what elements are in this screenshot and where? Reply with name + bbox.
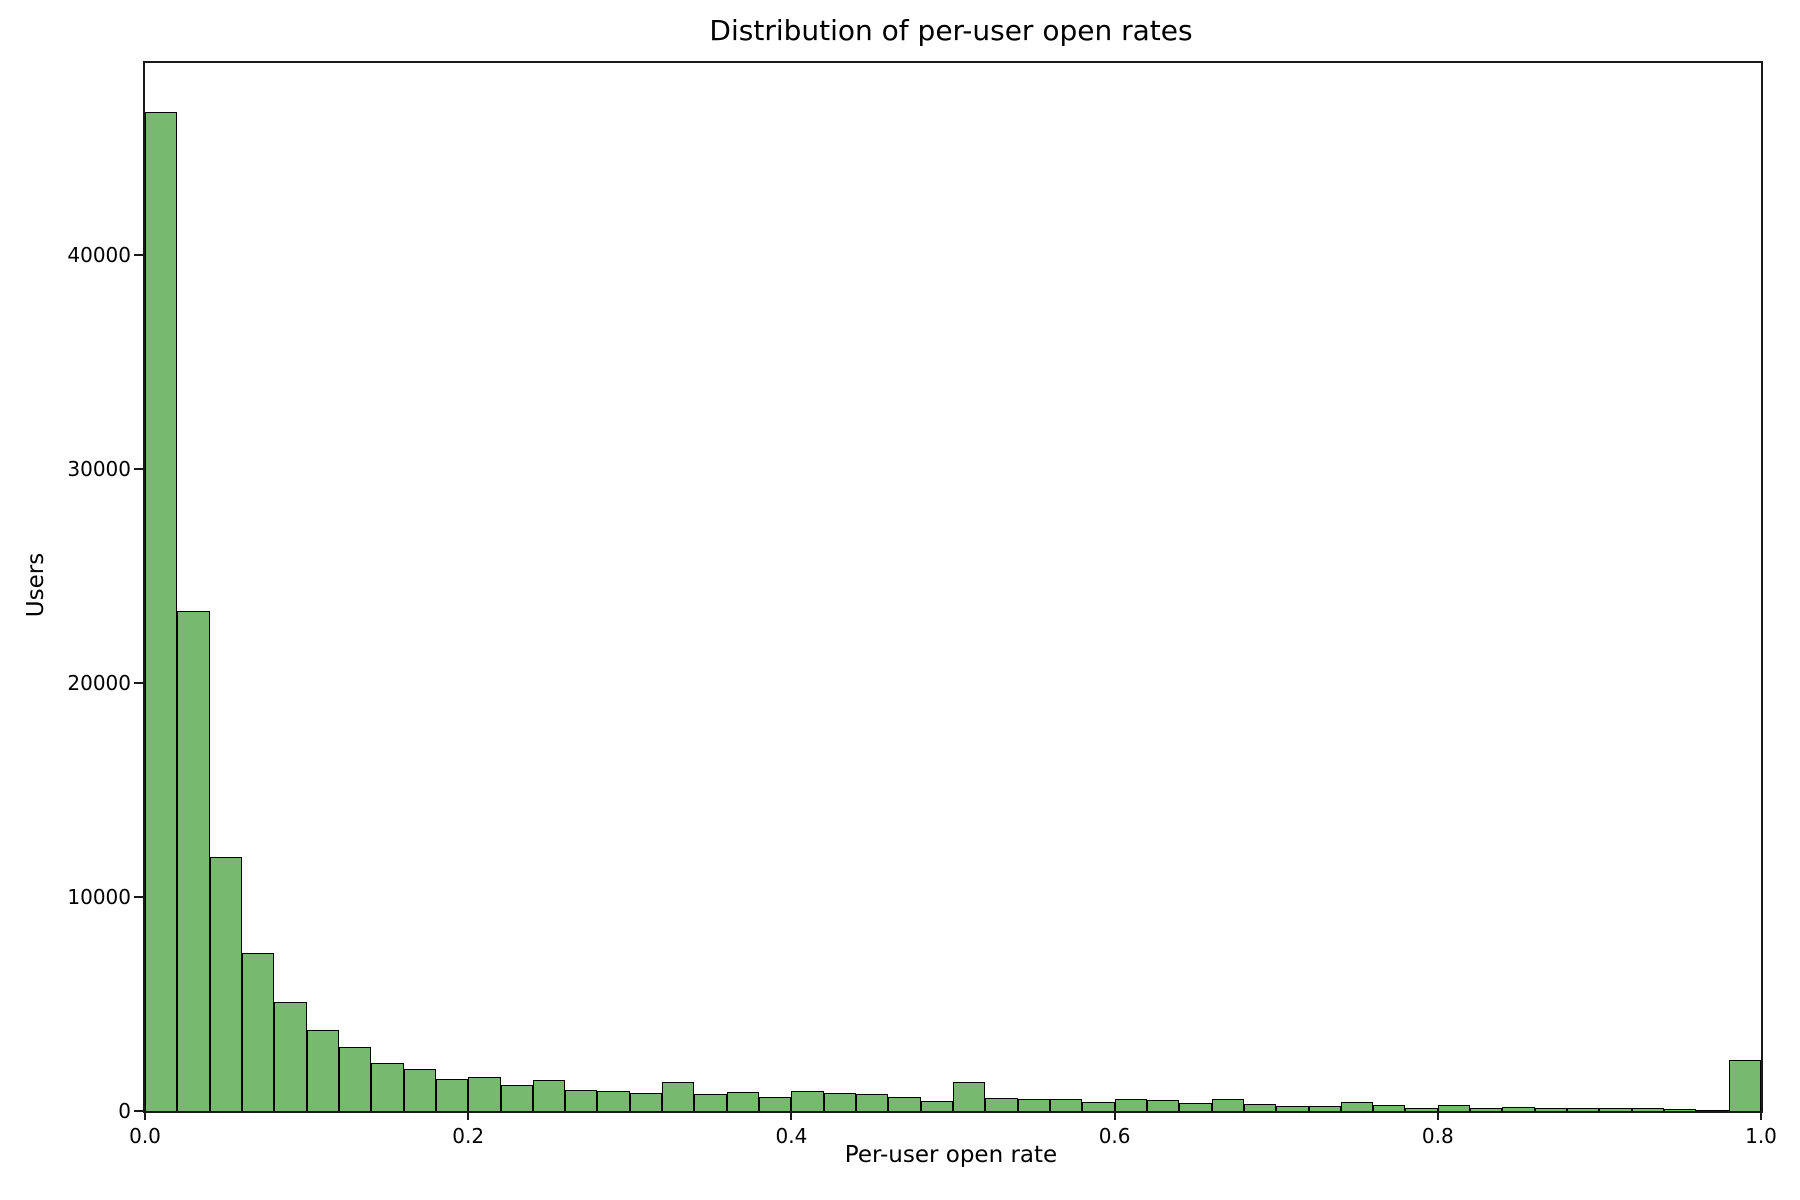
- histogram-bar: [1470, 1108, 1503, 1111]
- histogram-bar: [1728, 1060, 1761, 1111]
- histogram-bar: [1211, 1099, 1244, 1111]
- y-axis-tick: [134, 468, 143, 471]
- histogram-bar: [145, 112, 178, 1111]
- y-axis-tick: [134, 254, 143, 257]
- histogram-bar: [1631, 1108, 1665, 1111]
- histogram-bar: [1017, 1099, 1050, 1111]
- histogram-bar: [759, 1097, 792, 1111]
- histogram-bar: [1664, 1108, 1697, 1111]
- chart-title: Distribution of per-user open rates: [709, 14, 1193, 47]
- y-axis-tick: [134, 896, 143, 899]
- y-axis-tick-label: 0: [118, 1099, 131, 1123]
- x-axis-tick-label: 0.8: [1421, 1124, 1454, 1148]
- histogram-bar: [856, 1094, 889, 1111]
- histogram-bar: [1696, 1109, 1729, 1111]
- histogram-bar: [177, 610, 210, 1111]
- x-axis-tick: [790, 1111, 793, 1120]
- histogram-bar: [823, 1092, 857, 1111]
- x-axis-tick-label: 0.0: [129, 1124, 161, 1148]
- histogram-bar: [468, 1076, 501, 1111]
- y-axis-label: Users: [23, 552, 49, 618]
- histogram-bar: [565, 1089, 598, 1111]
- histogram-bar: [274, 1001, 307, 1111]
- histogram-bar: [1437, 1105, 1471, 1111]
- histogram-bar: [1146, 1099, 1180, 1111]
- histogram-bar: [1243, 1104, 1277, 1111]
- x-axis-tick: [144, 1111, 146, 1120]
- histogram-bar: [953, 1082, 986, 1111]
- histogram-bar: [532, 1080, 566, 1111]
- histogram-bar: [888, 1097, 921, 1111]
- histogram-bar: [306, 1029, 339, 1111]
- histogram-bar: [791, 1090, 824, 1111]
- histogram-bar: [662, 1081, 695, 1111]
- histogram-bar: [241, 952, 275, 1111]
- histogram-bar: [1567, 1108, 1600, 1111]
- histogram-bar: [1405, 1107, 1438, 1111]
- histogram-bar: [371, 1062, 404, 1111]
- y-axis-tick-label: 20000: [67, 671, 131, 696]
- y-axis-tick-label: 10000: [67, 885, 131, 910]
- histogram-bar: [1340, 1102, 1374, 1111]
- y-axis-tick-label: 30000: [67, 457, 131, 482]
- histogram-bar: [500, 1085, 533, 1111]
- y-axis-tick-label: 40000: [67, 243, 131, 268]
- x-axis-tick-label: 0.6: [1098, 1124, 1131, 1148]
- histogram-bar: [338, 1046, 372, 1111]
- histogram-bar: [629, 1092, 663, 1111]
- y-axis-tick: [134, 682, 143, 685]
- x-axis-tick: [1436, 1111, 1439, 1120]
- histogram-bar: [1276, 1105, 1309, 1111]
- histogram-bar: [435, 1078, 469, 1111]
- x-axis-label: Per-user open rate: [844, 1142, 1058, 1168]
- histogram-bar: [1308, 1105, 1341, 1111]
- histogram-bar: [1373, 1104, 1406, 1111]
- x-axis-tick-label: 0.2: [452, 1124, 485, 1148]
- histogram-bar: [1534, 1108, 1568, 1111]
- plot-area: 0.0 0.2 0.4 0.6 0.8 1.0 0 10000 20000 30000 40000: [67, 61, 1777, 1148]
- histogram-bar: [1502, 1106, 1535, 1111]
- histogram-bar: [1179, 1103, 1212, 1111]
- histogram-bar: [920, 1101, 953, 1111]
- histogram-bar: [597, 1090, 630, 1111]
- y-axis-tick: [134, 1110, 143, 1112]
- histogram-bar: [209, 856, 242, 1111]
- histogram-bar: [985, 1097, 1018, 1111]
- x-axis-tick-label: 1.0: [1745, 1124, 1777, 1148]
- histogram-bar: [1599, 1108, 1632, 1111]
- histogram-bar: [1049, 1099, 1083, 1111]
- histogram-bar: [1082, 1102, 1115, 1111]
- x-axis-tick: [1760, 1111, 1762, 1120]
- histogram-bar: [726, 1092, 760, 1111]
- x-axis-tick: [467, 1111, 470, 1120]
- histogram-bar: [694, 1094, 727, 1111]
- histogram-bar: [1114, 1098, 1147, 1111]
- histogram-bar: [403, 1069, 436, 1111]
- x-axis-tick: [1113, 1111, 1116, 1120]
- x-axis-tick-label: 0.4: [775, 1124, 808, 1148]
